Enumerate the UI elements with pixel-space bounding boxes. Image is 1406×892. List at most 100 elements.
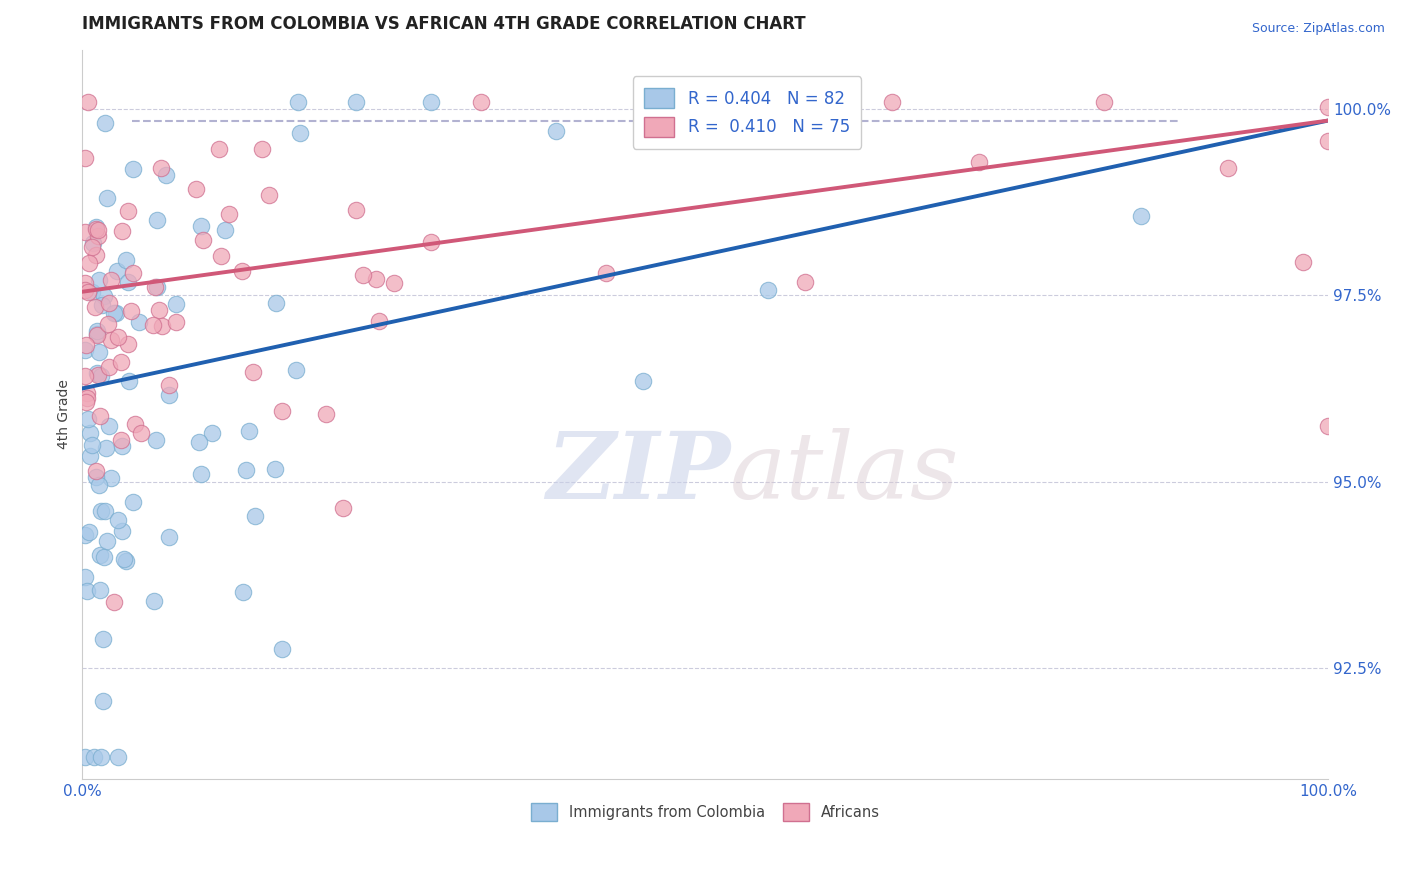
Point <box>231 263 253 277</box>
Point <box>90 504 112 518</box>
Point <box>87 368 110 383</box>
Point <box>83 750 105 764</box>
Point <box>107 750 129 764</box>
Point <box>73 276 96 290</box>
Point <box>111 524 134 538</box>
Point <box>120 304 142 318</box>
Legend: Immigrants from Colombia, Africans: Immigrants from Colombia, Africans <box>526 797 886 827</box>
Point <box>288 126 311 140</box>
Point <box>332 500 354 515</box>
Point <box>157 378 180 392</box>
Point <box>250 142 273 156</box>
Point <box>77 412 100 426</box>
Point <box>73 225 96 239</box>
Point <box>368 313 391 327</box>
Point <box>86 327 108 342</box>
Point <box>77 256 100 270</box>
Point <box>100 333 122 347</box>
Text: IMMIGRANTS FROM COLOMBIA VS AFRICAN 4TH GRADE CORRELATION CHART: IMMIGRANTS FROM COLOMBIA VS AFRICAN 4TH … <box>83 15 806 33</box>
Point <box>238 424 260 438</box>
Text: ZIP: ZIP <box>546 428 730 518</box>
Point <box>201 425 224 440</box>
Point <box>235 463 257 477</box>
Point <box>111 439 134 453</box>
Point <box>152 318 174 333</box>
Point <box>287 95 309 109</box>
Point <box>94 116 117 130</box>
Point <box>104 306 127 320</box>
Point <box>793 276 815 290</box>
Point <box>284 363 307 377</box>
Point <box>114 554 136 568</box>
Point <box>209 249 232 263</box>
Point <box>1317 100 1340 114</box>
Point <box>1317 134 1340 148</box>
Point <box>89 409 111 423</box>
Point <box>86 327 108 342</box>
Point <box>90 368 112 383</box>
Y-axis label: 4th Grade: 4th Grade <box>58 380 72 450</box>
Point <box>470 95 492 109</box>
Point <box>112 551 135 566</box>
Point <box>96 534 118 549</box>
Point <box>208 142 231 156</box>
Point <box>214 223 236 237</box>
Point <box>155 168 177 182</box>
Point <box>352 268 374 282</box>
Point <box>75 337 97 351</box>
Point <box>73 750 96 764</box>
Point <box>188 434 211 449</box>
Point <box>97 359 120 374</box>
Point <box>97 418 120 433</box>
Point <box>97 317 120 331</box>
Point <box>79 426 101 441</box>
Point <box>257 187 280 202</box>
Point <box>1092 95 1115 109</box>
Point <box>1218 161 1240 175</box>
Point <box>110 433 132 447</box>
Point <box>165 297 187 311</box>
Point <box>76 386 98 401</box>
Point <box>420 95 443 109</box>
Point <box>145 433 167 447</box>
Point <box>79 450 101 464</box>
Point <box>1130 209 1153 223</box>
Point <box>880 95 903 109</box>
Point <box>117 203 139 218</box>
Point <box>142 318 165 333</box>
Point <box>84 470 107 484</box>
Point <box>73 368 96 383</box>
Point <box>89 273 111 287</box>
Point <box>80 285 103 299</box>
Point <box>146 212 169 227</box>
Point <box>190 219 212 234</box>
Point <box>382 277 405 291</box>
Point <box>218 207 240 221</box>
Point <box>157 530 180 544</box>
Point <box>191 234 214 248</box>
Point <box>122 495 145 509</box>
Point <box>270 641 292 656</box>
Point <box>103 306 125 320</box>
Point <box>364 272 387 286</box>
Point <box>107 330 129 344</box>
Point <box>76 584 98 599</box>
Point <box>73 528 96 542</box>
Point <box>190 467 212 482</box>
Point <box>165 315 187 329</box>
Point <box>107 513 129 527</box>
Point <box>110 355 132 369</box>
Point <box>83 300 105 314</box>
Text: atlas: atlas <box>730 428 960 518</box>
Text: Source: ZipAtlas.com: Source: ZipAtlas.com <box>1251 22 1385 36</box>
Point <box>87 344 110 359</box>
Point <box>76 391 98 405</box>
Point <box>270 404 292 418</box>
Point <box>242 365 264 379</box>
Point <box>73 283 96 297</box>
Point <box>94 504 117 518</box>
Point <box>100 470 122 484</box>
Point <box>118 374 141 388</box>
Point <box>143 279 166 293</box>
Point <box>100 273 122 287</box>
